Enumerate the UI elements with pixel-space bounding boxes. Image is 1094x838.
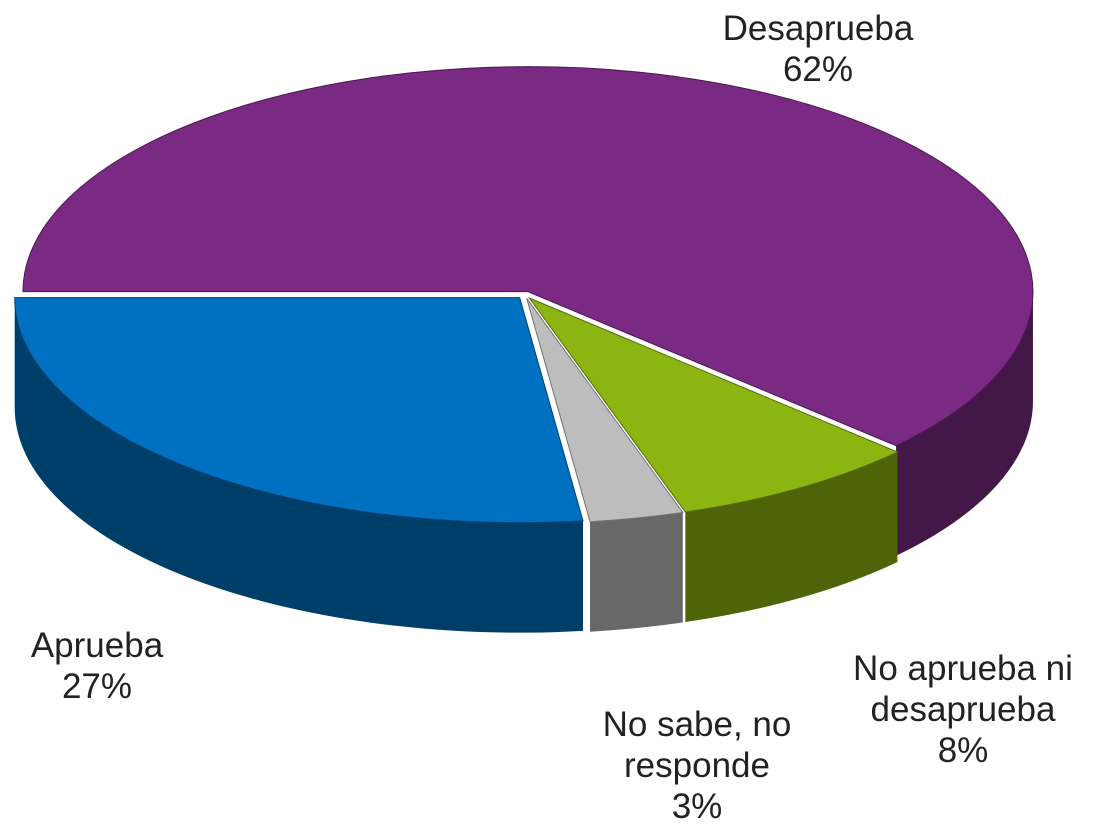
slice-label: No sabe, no responde 3% — [577, 704, 817, 827]
slice-side — [590, 512, 683, 632]
category-label: No aprueba ni desaprueba — [853, 649, 1073, 729]
value-label: 8% — [937, 731, 989, 770]
value-label: 27% — [61, 667, 133, 706]
value-label: 62% — [782, 50, 854, 89]
slice-side — [685, 452, 898, 622]
category-label: No sabe, no responde — [602, 705, 792, 785]
slice-label: Aprueba 27% — [0, 625, 197, 707]
value-label: 3% — [671, 787, 723, 826]
category-label: Desaprueba — [722, 9, 914, 48]
slice — [526, 298, 684, 523]
slice — [14, 297, 584, 524]
slice — [527, 296, 899, 513]
slice-label: Desaprueba 62% — [688, 8, 948, 90]
slice-side — [896, 291, 1033, 556]
category-label: Aprueba — [30, 626, 164, 665]
slice — [22, 66, 1034, 447]
slice-side — [14, 297, 584, 633]
slice-label: No aprueba ni desaprueba 8% — [823, 648, 1094, 771]
